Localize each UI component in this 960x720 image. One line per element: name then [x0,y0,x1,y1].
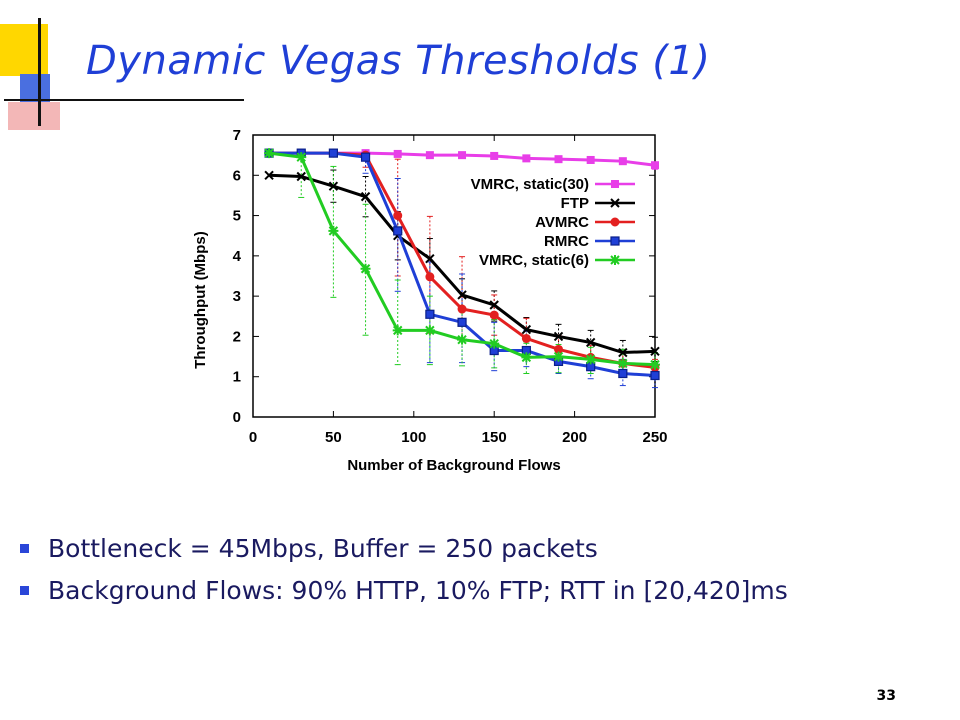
y-tick-label: 2 [233,328,241,345]
legend-label-vmrc-static-30: VMRC, static(30) [471,176,589,193]
decor-horizontal-line [4,99,244,101]
data-point-vmrc-static-6 [553,351,564,362]
data-point-vmrc-static-6 [328,225,339,236]
y-tick-label: 0 [233,409,241,426]
y-tick-label: 3 [233,288,241,305]
data-point-ftp [650,346,660,357]
data-point-ftp [264,170,274,180]
x-tick-label: 150 [482,429,507,446]
legend-label-avmrc: AVMRC [535,214,589,231]
chart-legend: VMRC, static(30) FTP AVMRC RMRC VMRC, static… [471,176,635,269]
bullet-marker [20,544,29,553]
data-point-vmrc-static-30 [554,155,563,164]
data-point-ftp [457,290,467,300]
throughput-chart: 0 1 2 3 4 5 6 7 0 50 100 150 200 250 VMRC, static(30)… [192,127,668,474]
decor-pink-block [8,102,60,130]
data-point-vmrc-static-6 [617,358,628,369]
y-tick-label: 7 [233,127,241,144]
x-tick-label: 0 [249,429,257,446]
legend-marker-vmrc-static-30 [611,180,619,188]
data-point-rmrc [328,148,338,158]
data-point-ftp [425,253,435,264]
x-tick-label: 100 [401,429,426,446]
y-axis-label: Throughput (Mbps) [192,231,209,368]
x-axis-label: Number of Background Flows [347,457,560,474]
data-point-ftp [618,347,628,358]
data-point-vmrc-static-30 [425,151,434,160]
data-point-rmrc [650,370,660,381]
page-number: 33 [876,688,896,704]
data-point-rmrc [393,226,403,236]
data-point-vmrc-static-30 [458,151,467,160]
bullet-item: Background Flows: 90% HTTP, 10% FTP; RTT… [20,570,788,612]
data-point-vmrc-static-30 [618,157,627,166]
legend-label-rmrc: RMRC [544,233,589,250]
bullet-list: Bottleneck = 45Mbps, Buffer = 250 packet… [20,528,788,612]
legend-label-ftp: FTP [561,195,589,212]
data-point-rmrc [360,152,371,162]
data-point-ftp [328,181,339,191]
data-point-ftp [489,300,499,310]
data-point-vmrc-static-30 [522,154,531,163]
decor-vertical-line [38,18,41,126]
legend-label-vmrc-static-6: VMRC, static(6) [479,252,589,269]
data-point-vmrc-static-30 [393,149,402,158]
y-tick-label: 6 [233,167,241,184]
legend-marker-rmrc [610,236,620,246]
data-point-rmrc [425,309,435,319]
data-point-ftp [585,337,596,348]
data-point-vmrc-static-6 [650,359,660,370]
data-point-vmrc-static-6 [521,352,532,363]
bullet-marker [20,586,29,595]
data-point-rmrc [457,317,467,327]
data-point-vmrc-static-6 [264,148,275,159]
data-point-vmrc-static-30 [490,151,499,160]
data-point-vmrc-static-6 [457,334,468,345]
data-point-vmrc-static-6 [489,338,500,349]
data-point-vmrc-static-6 [392,325,403,336]
data-point-avmrc [457,304,467,314]
data-point-rmrc [618,368,628,379]
data-point-vmrc-static-30 [651,161,659,170]
y-tick-label: 5 [233,208,241,225]
x-tick-label: 200 [562,429,587,446]
bullet-item: Bottleneck = 45Mbps, Buffer = 250 packet… [20,528,788,570]
bullet-text: Background Flows: 90% HTTP, 10% FTP; RTT… [48,576,788,605]
data-point-avmrc [393,211,403,221]
plot-frame [252,134,656,418]
data-point-ftp [296,171,306,182]
bullet-text: Bottleneck = 45Mbps, Buffer = 250 packet… [48,534,598,563]
data-point-avmrc [489,310,499,320]
data-point-ftp [360,191,371,202]
data-point-avmrc [521,333,531,343]
slide-title: Dynamic Vegas Thresholds (1) [86,38,711,84]
data-point-ftp [553,331,564,342]
legend-marker-vmrc-static-6 [610,255,620,265]
y-tick-label: 4 [233,248,242,265]
data-point-ftp [521,324,532,335]
data-point-avmrc [425,272,435,282]
data-point-vmrc-static-30 [586,155,595,164]
legend-marker-avmrc [610,217,620,227]
data-point-vmrc-static-6 [424,325,435,336]
legend-marker-ftp [610,198,620,208]
x-tick-label: 50 [325,429,342,446]
data-point-vmrc-static-6 [360,263,371,274]
data-point-vmrc-static-6 [585,354,596,365]
x-tick-label: 250 [642,429,667,446]
y-tick-label: 1 [233,369,241,386]
chart-axes: 0 1 2 3 4 5 6 7 0 50 100 150 200 250 [233,127,668,446]
data-point-vmrc-static-6 [296,152,307,163]
chart-series [264,148,660,381]
